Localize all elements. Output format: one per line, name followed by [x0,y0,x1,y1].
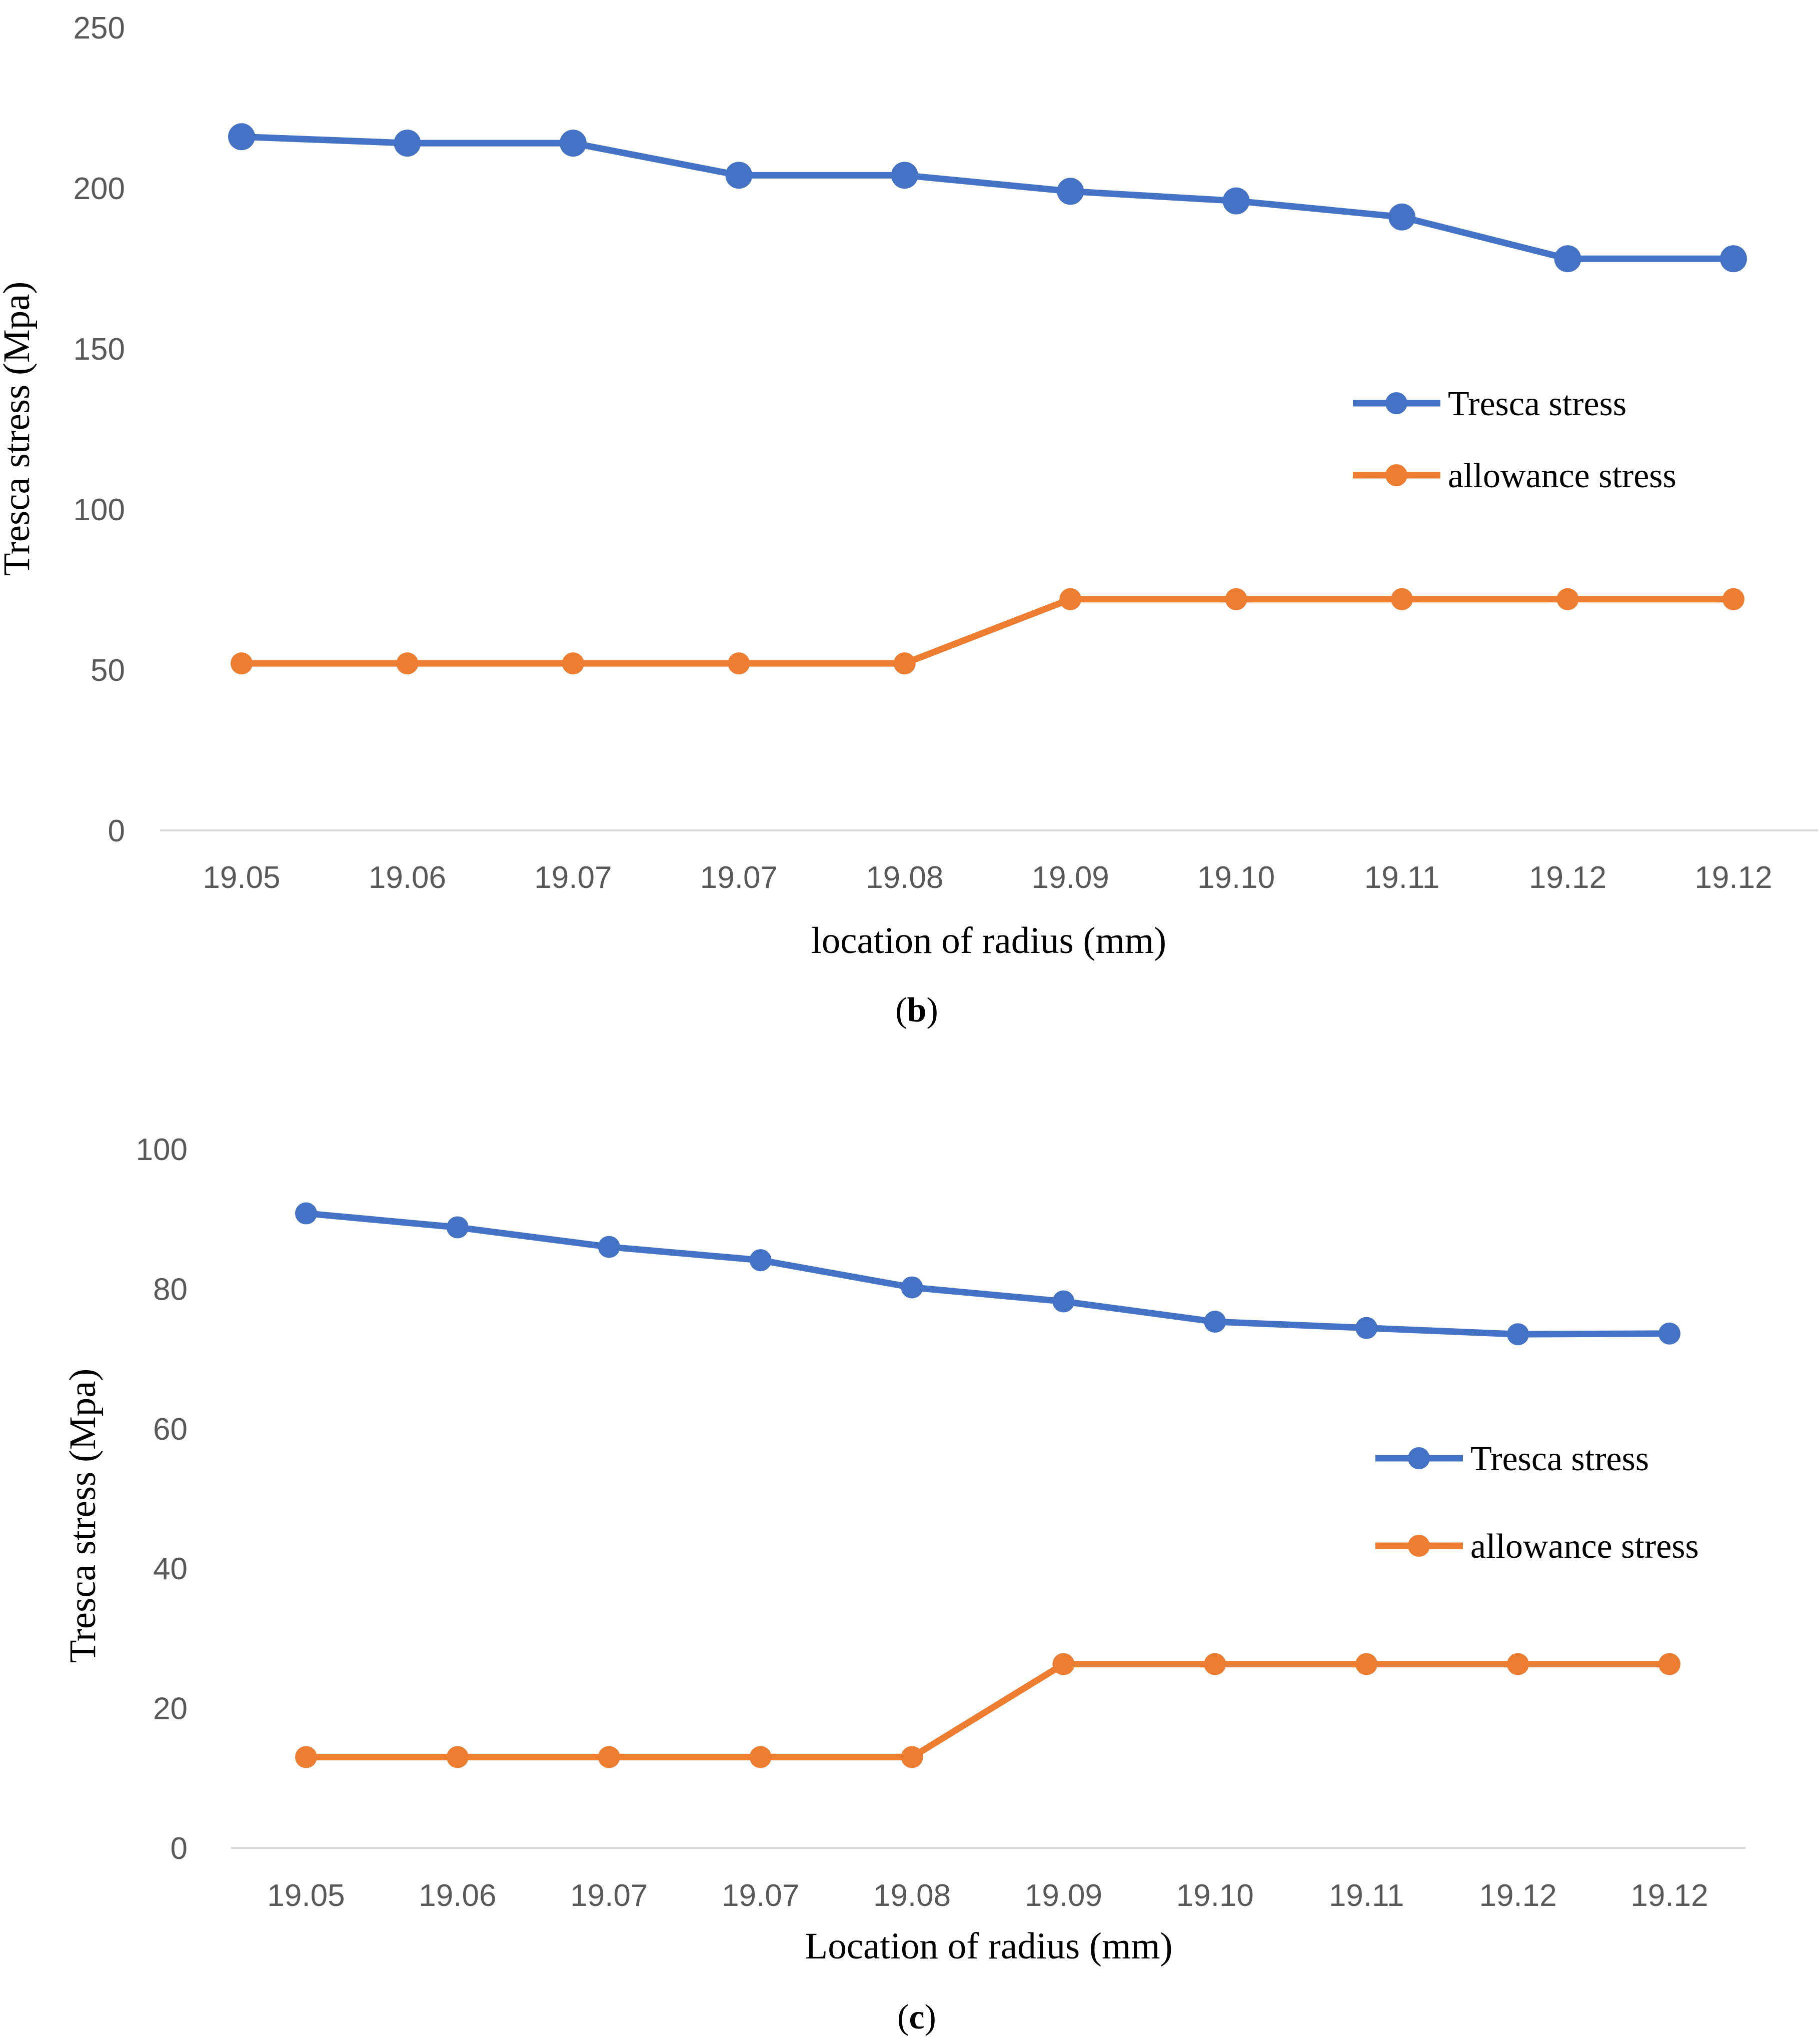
x-tick-label: 19.07 [534,860,612,895]
x-tick-label: 19.08 [873,1878,951,1913]
data-point [901,1746,923,1768]
data-point [1225,588,1247,610]
data-point [1355,1317,1378,1339]
x-tick-label: 19.11 [1329,1878,1404,1913]
y-axis-title: Tresca stress (Mpa) [0,282,38,576]
legend-entry: allowance stress [1448,457,1676,495]
data-point [901,1276,923,1299]
y-tick-label: 100 [74,493,125,527]
x-tick-label: 19.09 [1032,860,1109,895]
data-point [1720,245,1747,273]
legend-entry: Tresca stress [1448,385,1626,423]
x-tick-label: 19.06 [419,1878,496,1913]
data-point [728,652,750,675]
y-tick-label: 60 [153,1412,188,1447]
y-tick-label: 80 [153,1272,188,1307]
data-point [749,1746,772,1768]
x-tick-label: 19.12 [1479,1878,1557,1913]
data-point [725,162,753,189]
data-point [446,1746,469,1768]
x-tick-label: 19.12 [1630,1878,1708,1913]
legend-swatch-marker [1408,1535,1430,1557]
chart-c: 0 20 40 60 80 100 19.05 19.06 19.07 19.07 19.08 19.… [62,1133,1745,2036]
data-point [295,1746,317,1768]
y-tick-label: 150 [74,332,125,367]
x-tick-label: 19.06 [369,860,446,895]
x-axis-title: Location of radius (mm) [805,1925,1172,1967]
data-point [396,652,419,675]
chart-b: 0 50 100 150 200 250 19.05 19.06 19.07 19.07 19.08… [0,11,1818,1030]
data-point [1658,1322,1680,1345]
legend-swatch-marker [1385,464,1407,486]
data-point [1222,187,1250,215]
legend-entry: allowance stress [1470,1527,1699,1566]
y-tick-label: 200 [74,172,125,206]
data-point [1388,203,1416,231]
data-point [562,652,584,675]
data-point [891,162,918,189]
x-tick-label: 19.07 [722,1878,799,1913]
data-point [446,1216,469,1239]
x-tick-label: 19.05 [267,1878,345,1913]
series-line-1 [238,596,1737,667]
legend-swatch-marker [1408,1447,1430,1469]
y-tick-label: 250 [74,11,125,46]
data-point [228,123,255,151]
data-point [1391,588,1413,610]
series-line-1 [303,1661,1673,1760]
data-point [893,652,916,675]
data-point [1052,1653,1075,1675]
data-point [394,130,421,157]
x-tick-label: 19.10 [1197,860,1275,895]
x-tick-label: 19.07 [700,860,778,895]
data-point [598,1236,620,1258]
x-tick-label: 19.11 [1364,860,1440,895]
data-point [1204,1311,1226,1333]
x-axis-title: location of radius (mm) [811,920,1166,961]
x-tick-label: 19.08 [866,860,943,895]
data-point [231,652,253,675]
legend-entry: Tresca stress [1470,1440,1649,1478]
data-point [749,1249,772,1272]
x-tick-label: 19.10 [1176,1878,1254,1913]
y-tick-label: 100 [136,1133,188,1167]
data-point [1057,178,1084,205]
figure-caption: (b) [895,991,938,1030]
y-tick-label: 0 [108,814,125,848]
data-point [1355,1653,1378,1675]
series-line-0 [303,1210,1673,1338]
data-point [1204,1653,1226,1675]
x-tick-label: 19.12 [1694,860,1772,895]
data-point [1059,588,1082,610]
data-point [295,1202,317,1225]
x-tick-label: 19.05 [203,860,280,895]
data-point [1722,588,1744,610]
x-tick-label: 19.12 [1529,860,1606,895]
data-point [1556,588,1579,610]
y-axis-title: Tresca stress (Mpa) [62,1369,104,1663]
data-point [1507,1323,1529,1346]
series-line-0 [238,133,1737,262]
y-tick-label: 40 [153,1552,188,1586]
legend-swatch-marker [1385,392,1407,414]
x-tick-label: 19.07 [570,1878,648,1913]
data-point [598,1746,620,1768]
data-point [1554,245,1581,273]
data-point [1658,1653,1680,1675]
data-point [559,130,587,157]
figure-caption: (c) [897,1998,936,2036]
x-tick-label: 19.09 [1025,1878,1102,1913]
y-tick-label: 0 [171,1831,188,1866]
data-point [1507,1653,1529,1675]
y-tick-label: 50 [91,653,125,688]
y-tick-label: 20 [153,1692,188,1726]
data-point [1052,1290,1075,1313]
